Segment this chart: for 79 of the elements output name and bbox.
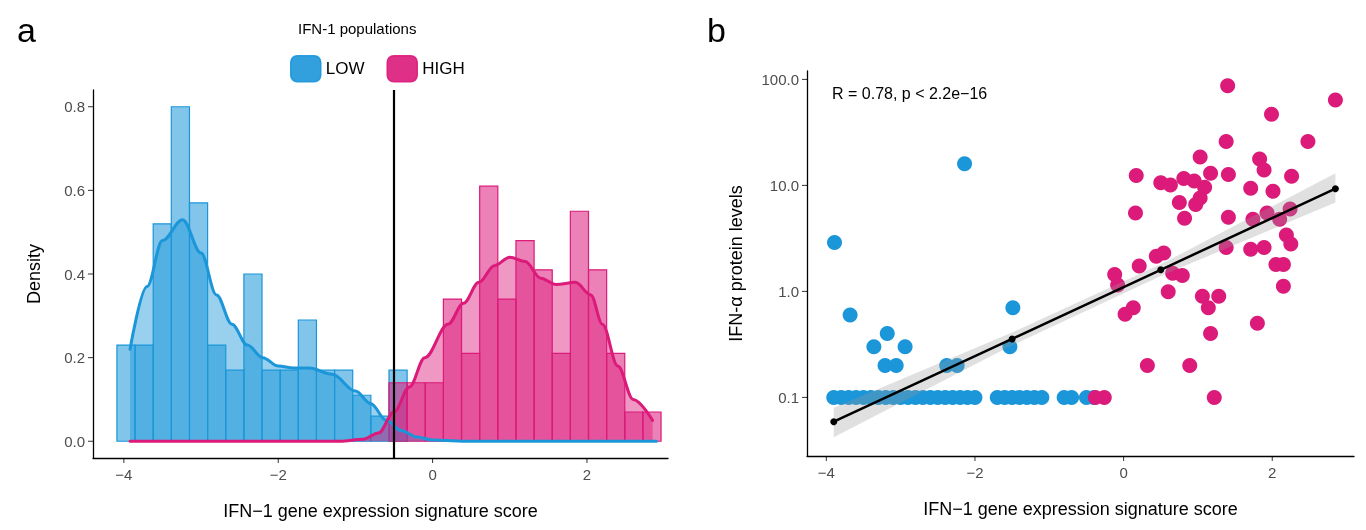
point: [1331, 185, 1339, 193]
x-tick-label: −2: [269, 466, 287, 483]
point: [842, 307, 858, 323]
point: [1211, 288, 1227, 304]
point: [1005, 300, 1021, 316]
point: [1192, 190, 1208, 206]
point: [1128, 168, 1144, 183]
y-tick-label: 0.2: [64, 349, 85, 367]
y-tick-label: 10.0: [769, 176, 799, 194]
point: [1218, 133, 1234, 149]
point: [957, 156, 973, 172]
point: [866, 339, 882, 355]
point: [827, 234, 842, 250]
point: [1259, 205, 1275, 221]
point: [1284, 168, 1300, 184]
point: [1249, 315, 1265, 331]
point: [1177, 210, 1193, 226]
point: [1256, 162, 1272, 178]
point: [1008, 335, 1016, 343]
point: [879, 326, 895, 342]
point: [1300, 133, 1316, 149]
y-tick-label: 1.0: [778, 282, 799, 300]
y-axis-title: IFN-α protein levels: [726, 185, 746, 342]
point: [1171, 194, 1187, 210]
point: [1176, 171, 1192, 187]
x-tick-label: −4: [115, 466, 133, 483]
point: [1264, 106, 1279, 122]
point: [1131, 258, 1147, 274]
point: [1243, 180, 1259, 196]
point: [1206, 389, 1222, 405]
point: [1156, 245, 1172, 261]
y-tick-label: 0.6: [64, 181, 85, 199]
point: [1220, 78, 1236, 94]
x-tick-label: −2: [966, 464, 984, 481]
point: [1125, 300, 1141, 316]
point: [1283, 236, 1299, 252]
y-tick-label: 0.4: [64, 265, 85, 283]
point: [1245, 211, 1261, 227]
point: [1218, 239, 1234, 255]
chart-title: a: [17, 11, 36, 49]
point: [1220, 166, 1236, 182]
point: [1243, 241, 1259, 257]
point: [1192, 149, 1208, 165]
point: [1157, 266, 1165, 274]
point: [897, 339, 913, 355]
x-axis-title: IFN−1 gene expression signature score: [223, 501, 538, 521]
point: [1265, 183, 1281, 199]
x-tick-label: 2: [582, 466, 592, 483]
point: [830, 418, 838, 426]
x-tick-label: 0: [1119, 464, 1128, 481]
point: [1200, 300, 1216, 316]
point: [1160, 284, 1176, 300]
x-tick-label: 2: [1268, 464, 1277, 481]
y-tick-label: 0.0: [64, 432, 85, 450]
x-tick-label: −4: [817, 464, 835, 481]
y-axis-title: Density: [24, 243, 44, 305]
y-tick-label: 0.1: [778, 388, 799, 406]
legend-label: HIGH: [422, 59, 465, 79]
point: [1174, 268, 1190, 284]
point: [1203, 326, 1219, 342]
x-tick-label: 0: [428, 466, 437, 483]
point: [1182, 357, 1198, 373]
point: [888, 357, 904, 373]
point: [1275, 278, 1291, 294]
point: [1139, 357, 1155, 373]
legend-label: LOW: [325, 59, 365, 79]
annotation: R = 0.78, p < 2.2e−16: [832, 84, 988, 102]
chart-title: b: [707, 11, 726, 49]
point: [1220, 209, 1236, 225]
point: [1203, 165, 1219, 181]
y-tick-label: 0.8: [64, 98, 85, 116]
legend-title: IFN-1 populations: [298, 20, 417, 37]
point: [1128, 205, 1143, 221]
point: [1194, 288, 1210, 304]
point: [1256, 239, 1272, 255]
x-axis-title: IFN−1 gene expression signature score: [923, 499, 1238, 519]
y-tick-label: 100.0: [761, 70, 799, 88]
point: [1162, 177, 1178, 193]
point: [1327, 92, 1343, 108]
